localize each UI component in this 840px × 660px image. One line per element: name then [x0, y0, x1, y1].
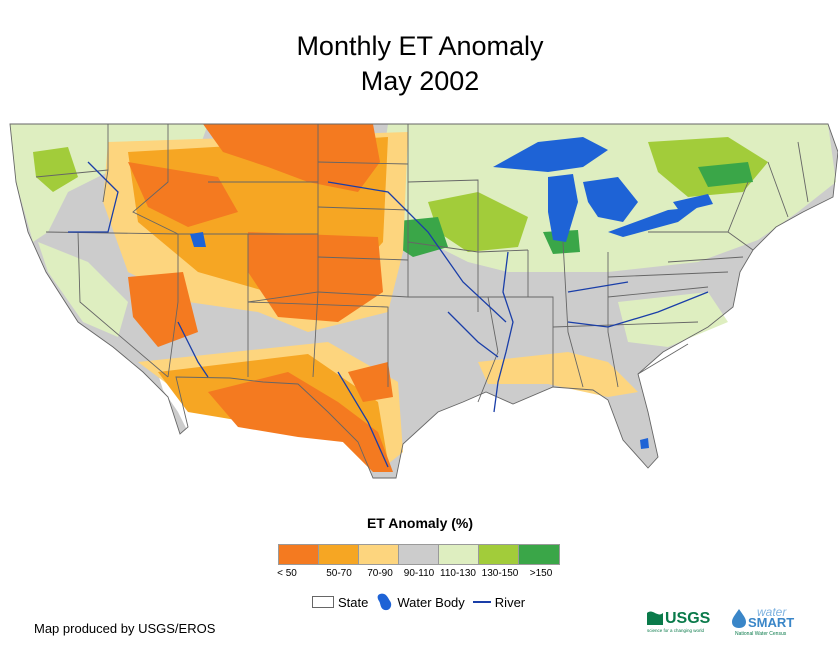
river-label: River: [494, 594, 526, 610]
watersmart-logo: water SMART National Water Census: [732, 605, 794, 637]
lake-erie: [608, 207, 698, 237]
usgs-wave-icon: [647, 611, 663, 625]
legend-label-over-150: >150: [529, 568, 553, 579]
legend-label-110-130: 110-130: [440, 568, 476, 579]
lake-huron: [583, 177, 638, 222]
water-drop-icon: [732, 609, 746, 628]
legend-title: ET Anomaly (%): [366, 515, 474, 531]
legend-label-90-110: 90-110: [403, 568, 435, 579]
legend-swatch-70-90: [359, 545, 399, 564]
usgs-tagline: science for a changing world: [647, 628, 705, 633]
river-symbol: River: [472, 594, 526, 610]
water-body-label: Water Body: [397, 594, 465, 610]
usgs-logo-text: USGS: [665, 610, 711, 627]
state-boundaries: [9, 123, 838, 479]
map-title-line1: Monthly ET Anomaly: [296, 31, 544, 61]
watersmart-water-text: water: [757, 605, 787, 619]
legend-swatch-90-110: [399, 545, 439, 564]
legend-swatch-50-70: [319, 545, 359, 564]
lake-superior: [493, 137, 608, 172]
legend-swatch-130-150: [479, 545, 519, 564]
water-body-icon: [377, 593, 392, 611]
water-bodies: [190, 137, 713, 449]
legend-swatch-110-130: [439, 545, 479, 564]
lake-okeechobee: [640, 438, 649, 449]
legend-label-under-50: < 50: [277, 568, 297, 579]
water-body-symbol: Water Body: [376, 592, 465, 612]
great-salt-lake: [190, 232, 206, 247]
gulf-of-california: [158, 374, 200, 444]
legend-label-50-70: 50-70: [326, 568, 352, 579]
river-line-icon: [472, 601, 491, 603]
lake-michigan: [548, 174, 578, 242]
conus-et-anomaly-map: [9, 123, 838, 479]
legend-label-70-90: 70-90: [367, 568, 393, 579]
usgs-logo: USGS science for a changing world: [647, 610, 711, 633]
legend-swatch-under-50: [279, 545, 319, 564]
state-label: State: [338, 594, 369, 610]
lake-ontario: [673, 194, 713, 212]
watersmart-census-text: National Water Census: [735, 631, 787, 637]
map-title-line2: May 2002: [360, 66, 480, 96]
legend-color-bar: [278, 544, 560, 565]
legend-label-130-150: 130-150: [481, 568, 519, 579]
rivers: [68, 161, 709, 468]
watersmart-smart-text: SMART: [748, 615, 794, 630]
state-box-icon: [312, 596, 334, 608]
symbol-legend: State Water Body River: [312, 592, 533, 612]
map-credit: Map produced by USGS/EROS: [34, 621, 216, 636]
agency-logos: USGS science for a changing world water …: [645, 603, 815, 644]
state-symbol: State: [312, 595, 368, 610]
anomaly-under-50-areas: [128, 124, 393, 472]
legend-swatch-over-150: [519, 545, 559, 564]
